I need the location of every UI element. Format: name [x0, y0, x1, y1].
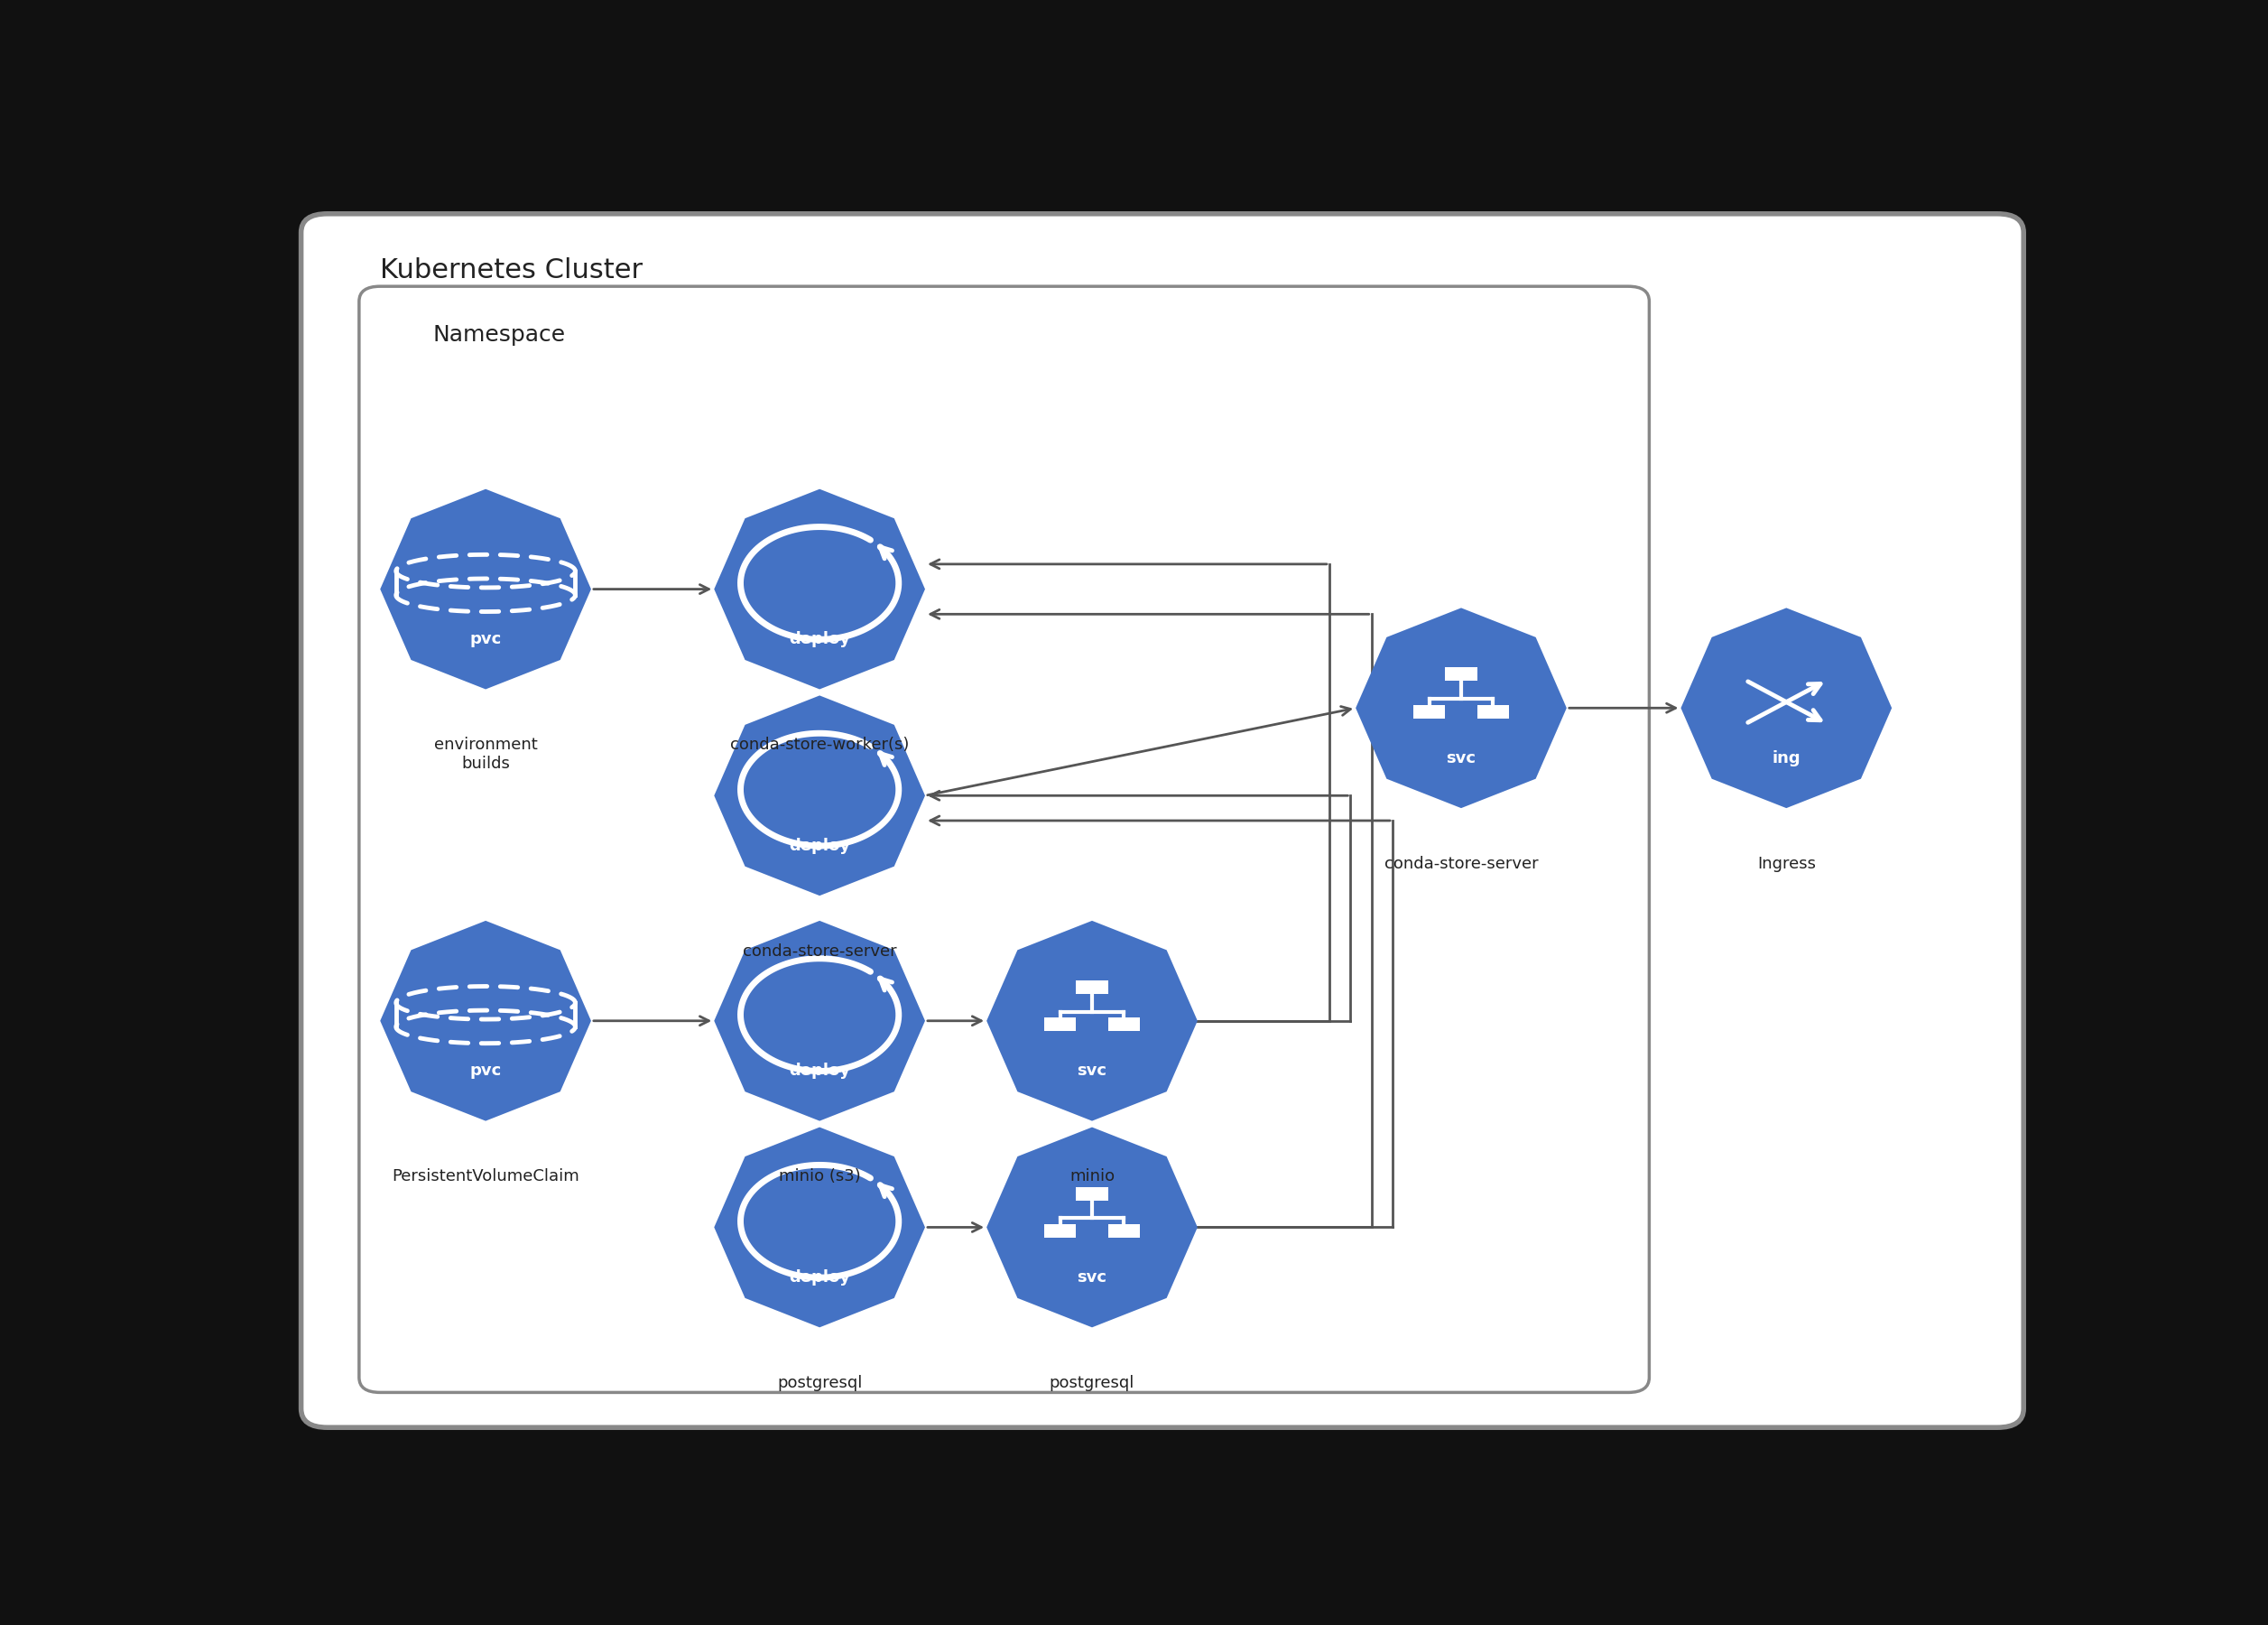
Text: svc: svc	[1077, 1269, 1107, 1285]
Text: conda-store-server: conda-store-server	[742, 942, 896, 959]
Text: Kubernetes Cluster: Kubernetes Cluster	[381, 257, 642, 283]
Polygon shape	[714, 489, 925, 689]
FancyBboxPatch shape	[302, 215, 2023, 1427]
Text: pvc: pvc	[469, 1063, 501, 1079]
Text: svc: svc	[1077, 1063, 1107, 1079]
Bar	[1046, 1017, 1077, 1032]
Polygon shape	[1356, 608, 1567, 808]
Bar	[1107, 1224, 1139, 1238]
Text: deploy: deploy	[789, 1269, 850, 1285]
FancyBboxPatch shape	[358, 286, 1649, 1393]
Polygon shape	[987, 1128, 1198, 1328]
Text: deploy: deploy	[789, 630, 850, 647]
Text: postgresql: postgresql	[1050, 1375, 1134, 1391]
Text: ing: ing	[1771, 751, 1801, 767]
Bar	[1413, 705, 1445, 718]
Bar	[1445, 668, 1476, 681]
Polygon shape	[987, 921, 1198, 1121]
Bar	[1077, 1186, 1107, 1201]
Text: conda-store-worker(s): conda-store-worker(s)	[730, 736, 909, 752]
Polygon shape	[714, 696, 925, 895]
Bar	[1077, 980, 1107, 994]
Text: deploy: deploy	[789, 837, 850, 853]
Polygon shape	[381, 489, 592, 689]
Bar	[1046, 1224, 1077, 1238]
Polygon shape	[1681, 608, 1892, 808]
Polygon shape	[381, 921, 592, 1121]
Text: Ingress: Ingress	[1758, 856, 1817, 873]
Text: minio: minio	[1070, 1168, 1114, 1185]
Text: postgresql: postgresql	[778, 1375, 862, 1391]
Text: pvc: pvc	[469, 630, 501, 647]
Text: svc: svc	[1447, 751, 1476, 767]
Polygon shape	[714, 1128, 925, 1328]
Text: PersistentVolumeClaim: PersistentVolumeClaim	[392, 1168, 578, 1185]
Text: Namespace: Namespace	[433, 325, 565, 346]
Bar	[1476, 705, 1508, 718]
Text: deploy: deploy	[789, 1063, 850, 1079]
Text: minio (s3): minio (s3)	[778, 1168, 860, 1185]
Bar	[1107, 1017, 1139, 1032]
Text: environment
builds: environment builds	[433, 736, 538, 772]
Polygon shape	[714, 921, 925, 1121]
Text: conda-store-server: conda-store-server	[1383, 856, 1538, 873]
